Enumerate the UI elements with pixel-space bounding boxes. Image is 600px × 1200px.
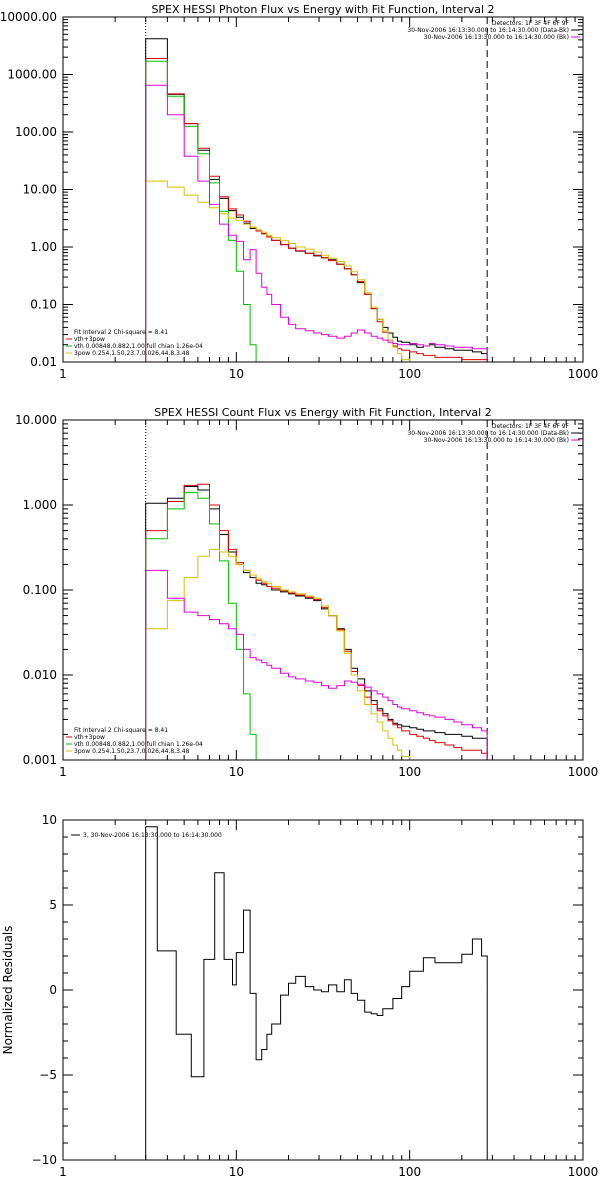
data-series-group (145, 826, 488, 1160)
y-tick-label: 10 (42, 813, 57, 827)
series-line-2 (145, 58, 488, 362)
chart-panel-2: SPEX HESSI Count Flux vs Energy with Fit… (15, 406, 599, 779)
legend-bottom-left-text: 3pow 0.254,1.50,23.7,0.026,44.8,3.48 (74, 748, 190, 755)
x-tick-label: 10 (229, 1165, 244, 1179)
y-tick-label: 0.01 (30, 355, 57, 369)
x-tick-label: 1 (59, 367, 67, 381)
y-tick-label: 1.00 (30, 240, 57, 254)
x-tick-label: 100 (398, 1165, 421, 1179)
series-line-5 (145, 84, 488, 362)
series-line-1 (145, 38, 488, 362)
legend-bottom-left-text: Fit Interval 2 Chi-square = 8.41 (74, 329, 168, 336)
y-tick-label: −10 (32, 1153, 57, 1167)
legend-bottom-left-text: vth 0.00848,0.882,1.00 full chian 1.26e-… (74, 343, 203, 350)
legend-top-right-text: 30-Nov-2006 16:13:30.000 to 16:14:30.000… (407, 430, 569, 437)
y-tick-label: 5 (49, 898, 57, 912)
legend-bottom-left-text: vth+3pow (74, 734, 105, 741)
x-tick-label: 1000 (568, 367, 599, 381)
legend-top-right-text: Detectors: 1F 3F 4F 6F 9F (492, 20, 570, 27)
y-tick-label: 0.001 (23, 753, 57, 767)
y-tick-label: 10000.00 (0, 10, 57, 24)
legend-top-right-text: 30-Nov-2006 16:13:30.000 to 16:14:30.000… (407, 27, 569, 34)
plot-frame (62, 16, 584, 363)
y-tick-label: 100.00 (15, 125, 57, 139)
legend-bottom-left-text: 3pow 0.254,1.50,23.7,0.026,44.8,3.48 (74, 350, 190, 357)
plot-frame (62, 419, 584, 761)
legend-bottom-left-text: Fit Interval 2 Chi-square = 8.41 (74, 727, 168, 734)
legend-bottom-left-text: vth 0.00848,0.882,1.00 full chian 1.26e-… (74, 741, 203, 748)
y-tick-label: 0.100 (23, 583, 57, 597)
series-line-4 (145, 548, 488, 760)
legend-text: 3, 30-Nov-2006 16:13:30.000 to 16:14:30.… (83, 832, 222, 839)
series-line-3 (145, 492, 488, 760)
y-tick-label: 1.000 (23, 498, 57, 512)
y-tick-label: 0 (49, 983, 57, 997)
x-tick-label: 1 (59, 1165, 67, 1179)
x-tick-label: 100 (398, 367, 421, 381)
y-tick-label: 1000.00 (7, 68, 57, 82)
x-tick-label: 10 (229, 367, 244, 381)
x-tick-label: 10 (229, 765, 244, 779)
series-line-5 (145, 569, 488, 760)
chart-panel-3: 1 10 100 1000 −10 −5 0 5 10 Normalized Residuals 3… (1, 813, 598, 1179)
series-line-4 (145, 180, 411, 362)
y-tick-label: 0.010 (23, 668, 57, 682)
x-tick-label: 1 (59, 765, 67, 779)
legend-bottom-left-text: vth+3pow (74, 336, 105, 343)
legend-top-right-text: 30-Nov-2006 16:13:30.000 to 16:14:30.000… (424, 34, 569, 41)
series-line-1 (145, 826, 488, 1160)
legend-top-right-text: 30-Nov-2006 16:13:30.000 to 16:14:30.000… (424, 437, 569, 444)
legend-top-right-text: Detectors: 1F 3F 4F 6F 9F (492, 423, 570, 430)
x-tick-label: 1000 (568, 1165, 599, 1179)
plot-frame (62, 819, 584, 1161)
series-line-3 (145, 60, 257, 362)
chart-panel-1: SPEX HESSI Photon Flux vs Energy with Fi… (0, 3, 598, 381)
data-series-group (145, 483, 488, 760)
data-series-group (145, 38, 488, 362)
y-axis-label: Normalized Residuals (1, 926, 15, 1055)
chart-title: SPEX HESSI Photon Flux vs Energy with Fi… (151, 3, 494, 16)
chart-title: SPEX HESSI Count Flux vs Energy with Fit… (154, 406, 491, 419)
y-tick-label: 0.10 (30, 298, 57, 312)
x-tick-label: 1000 (568, 765, 599, 779)
x-tick-label: 100 (398, 765, 421, 779)
y-tick-label: 10.00 (23, 183, 57, 197)
y-tick-label: −5 (39, 1068, 57, 1082)
y-tick-label: 10.000 (15, 413, 57, 427)
